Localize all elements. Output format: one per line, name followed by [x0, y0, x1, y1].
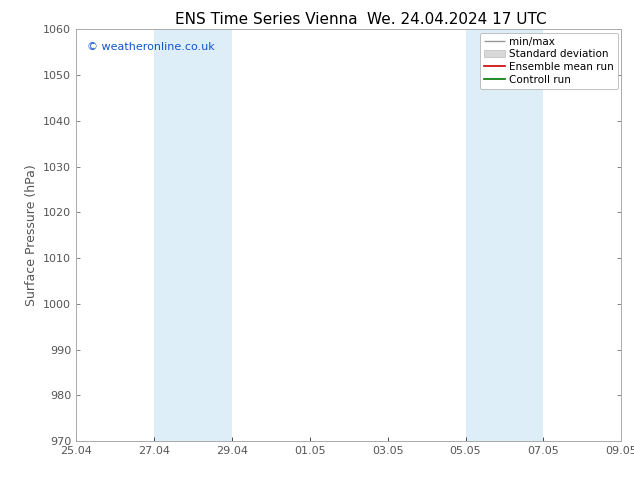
Bar: [154, 29, 232, 441]
Text: ENS Time Series Vienna: ENS Time Series Vienna: [175, 12, 358, 27]
Y-axis label: Surface Pressure (hPa): Surface Pressure (hPa): [25, 164, 37, 306]
Text: © weatheronline.co.uk: © weatheronline.co.uk: [87, 42, 215, 52]
Legend: min/max, Standard deviation, Ensemble mean run, Controll run: min/max, Standard deviation, Ensemble me…: [480, 32, 618, 89]
Text: We. 24.04.2024 17 UTC: We. 24.04.2024 17 UTC: [366, 12, 547, 27]
Bar: [465, 29, 543, 441]
